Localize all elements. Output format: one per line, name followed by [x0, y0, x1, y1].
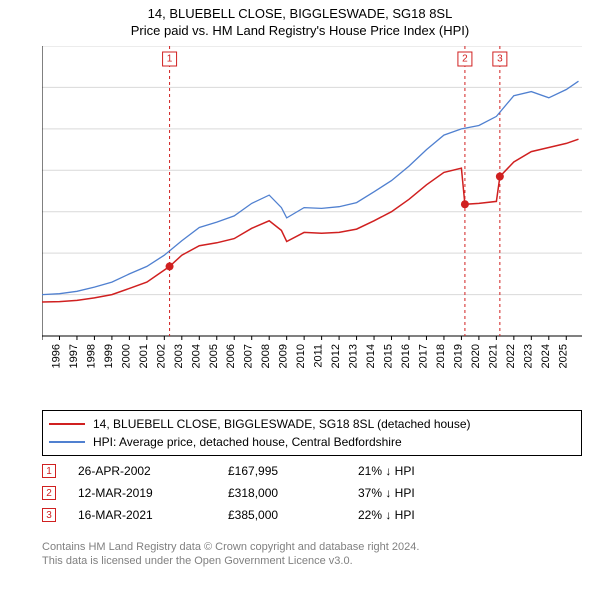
x-tick-label: 2020: [470, 344, 482, 368]
x-tick-label: 2005: [208, 344, 220, 368]
chart-container: 14, BLUEBELL CLOSE, BIGGLESWADE, SG18 8S…: [0, 0, 600, 590]
transaction-delta: 21% ↓ HPI: [358, 464, 478, 478]
x-tick-label: 2015: [383, 344, 395, 368]
transaction-marker-icon: 2: [42, 486, 56, 500]
x-tick-label: 2025: [557, 344, 569, 368]
sale-dot-icon: [166, 262, 174, 270]
footer-line1: Contains HM Land Registry data © Crown c…: [42, 540, 582, 554]
transaction-date: 16-MAR-2021: [78, 508, 228, 522]
legend-swatch-property: [49, 423, 85, 425]
legend-box: 14, BLUEBELL CLOSE, BIGGLESWADE, SG18 8S…: [42, 410, 582, 456]
chart-plot-area: £0£100K£200K£300K£400K£500K£600K£700K199…: [42, 46, 582, 366]
transaction-delta: 37% ↓ HPI: [358, 486, 478, 500]
title-block: 14, BLUEBELL CLOSE, BIGGLESWADE, SG18 8S…: [0, 0, 600, 40]
x-tick-label: 1999: [103, 344, 115, 368]
x-tick-label: 2010: [295, 344, 307, 368]
x-tick-label: 2006: [225, 344, 237, 368]
x-tick-label: 2008: [260, 344, 272, 368]
x-tick-label: 2011: [313, 344, 325, 368]
transaction-date: 12-MAR-2019: [78, 486, 228, 500]
chart-title-address: 14, BLUEBELL CLOSE, BIGGLESWADE, SG18 8S…: [0, 6, 600, 21]
x-tick-label: 1996: [50, 344, 62, 368]
legend-row-property: 14, BLUEBELL CLOSE, BIGGLESWADE, SG18 8S…: [49, 415, 575, 433]
legend-swatch-hpi: [49, 441, 85, 443]
x-tick-label: 2017: [417, 344, 429, 368]
transaction-marker-icon: 1: [42, 464, 56, 478]
x-tick-label: 2004: [190, 344, 202, 368]
x-tick-label: 2018: [435, 344, 447, 368]
x-tick-label: 1997: [68, 344, 80, 368]
x-tick-label: 2003: [173, 344, 185, 368]
x-tick-label: 2021: [487, 344, 499, 368]
x-tick-label: 2007: [243, 344, 255, 368]
transaction-date: 26-APR-2002: [78, 464, 228, 478]
legend-label-hpi: HPI: Average price, detached house, Cent…: [93, 435, 402, 449]
transaction-row: 2 12-MAR-2019 £318,000 37% ↓ HPI: [42, 482, 582, 504]
footer-line2: This data is licensed under the Open Gov…: [42, 554, 582, 568]
transaction-delta: 22% ↓ HPI: [358, 508, 478, 522]
x-tick-label: 1998: [85, 344, 97, 368]
event-marker-number: 2: [462, 54, 468, 65]
x-tick-label: 2016: [400, 344, 412, 368]
legend-label-property: 14, BLUEBELL CLOSE, BIGGLESWADE, SG18 8S…: [93, 417, 471, 431]
chart-title-subtitle: Price paid vs. HM Land Registry's House …: [0, 23, 600, 38]
event-marker-number: 3: [497, 54, 503, 65]
x-tick-label: 2022: [505, 344, 517, 368]
x-tick-label: 2014: [365, 344, 377, 368]
transaction-price: £318,000: [228, 486, 358, 500]
transactions-table: 1 26-APR-2002 £167,995 21% ↓ HPI 2 12-MA…: [42, 460, 582, 526]
x-tick-label: 1995: [42, 344, 45, 368]
chart-svg: £0£100K£200K£300K£400K£500K£600K£700K199…: [42, 46, 582, 406]
transaction-price: £385,000: [228, 508, 358, 522]
x-tick-label: 2024: [540, 344, 552, 368]
transaction-marker-icon: 3: [42, 508, 56, 522]
legend-row-hpi: HPI: Average price, detached house, Cent…: [49, 433, 575, 451]
transaction-row: 1 26-APR-2002 £167,995 21% ↓ HPI: [42, 460, 582, 482]
sale-dot-icon: [461, 200, 469, 208]
x-tick-label: 2019: [452, 344, 464, 368]
x-tick-label: 2012: [330, 344, 342, 368]
sale-dot-icon: [496, 173, 504, 181]
transaction-price: £167,995: [228, 464, 358, 478]
x-tick-label: 2013: [348, 344, 360, 368]
x-tick-label: 2002: [155, 344, 167, 368]
x-tick-label: 2000: [120, 344, 132, 368]
transaction-row: 3 16-MAR-2021 £385,000 22% ↓ HPI: [42, 504, 582, 526]
x-tick-label: 2009: [278, 344, 290, 368]
event-marker-number: 1: [167, 54, 173, 65]
x-tick-label: 2001: [138, 344, 150, 368]
footer-attribution: Contains HM Land Registry data © Crown c…: [42, 540, 582, 569]
x-tick-label: 2023: [522, 344, 534, 368]
